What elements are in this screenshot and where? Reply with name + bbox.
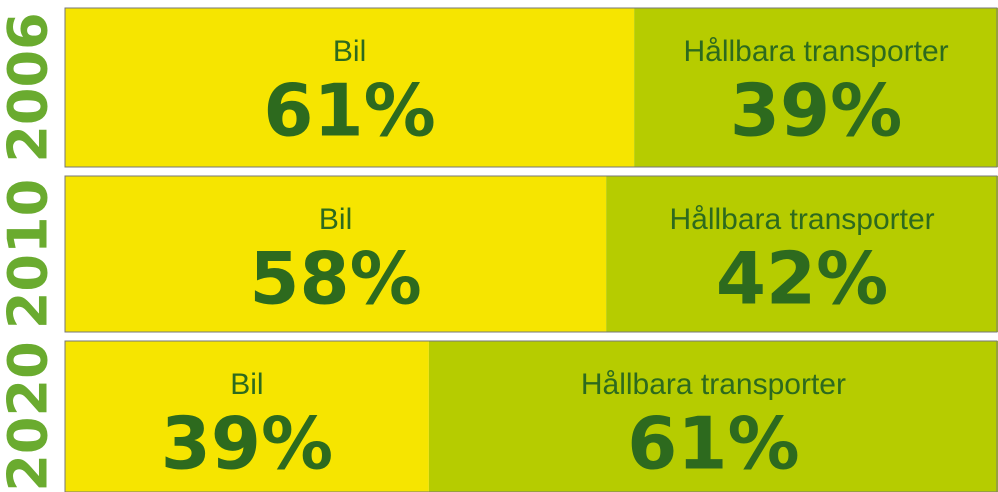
row-border bbox=[64, 340, 998, 492]
row-border bbox=[64, 7, 998, 168]
year-label: 2006 bbox=[0, 12, 60, 162]
value-label: 42% bbox=[716, 237, 888, 321]
bar-segment bbox=[606, 176, 998, 332]
segment-name: Hållbara transporter bbox=[684, 35, 949, 68]
segment-name: Hållbara transporter bbox=[581, 368, 846, 401]
value-label: 61% bbox=[263, 69, 435, 153]
value-label: 39% bbox=[730, 69, 902, 153]
segment-name: Hållbara transporter bbox=[670, 203, 935, 236]
segment-name: Bil bbox=[230, 368, 263, 401]
bar-segment bbox=[428, 341, 998, 492]
bar-segment bbox=[65, 176, 607, 332]
row-border bbox=[64, 175, 998, 333]
bar-segment bbox=[65, 341, 429, 492]
value-label: 39% bbox=[161, 402, 333, 486]
value-label: 58% bbox=[249, 237, 421, 321]
segment-name: Bil bbox=[333, 35, 366, 68]
bar-segment bbox=[634, 8, 998, 167]
value-label: 61% bbox=[627, 402, 799, 486]
bar-segment bbox=[65, 8, 635, 167]
segment-name: Bil bbox=[319, 203, 352, 236]
year-label: 2010 bbox=[0, 179, 60, 329]
year-label: 2020 bbox=[0, 341, 60, 491]
